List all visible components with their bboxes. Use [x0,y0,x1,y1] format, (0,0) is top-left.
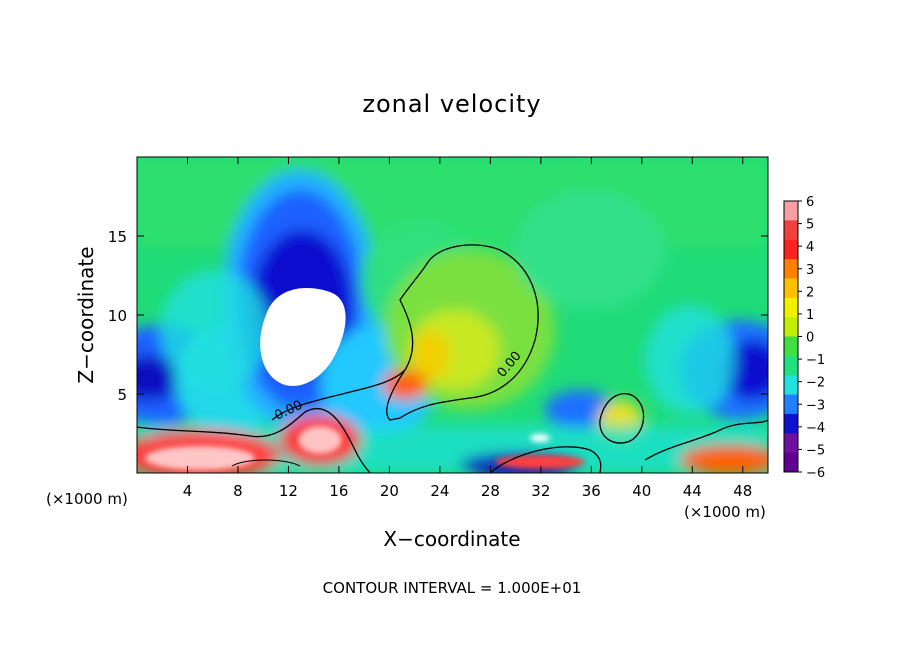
x-tick-label: 40 [632,482,651,500]
chart-title: zonal velocity [362,90,541,118]
colorbar-swatch [784,355,798,376]
y-tick-label: 10 [108,307,127,325]
colorbar-label: 6 [806,195,814,210]
colorbar-swatch [784,317,798,337]
colorbar-swatch [784,452,798,473]
colorbar-swatch [784,336,798,357]
colorbar-swatch [784,278,798,299]
x-tick-label: 44 [683,482,702,500]
x-axis-label: X−coordinate [383,527,520,551]
colorbar-label: −3 [806,398,825,413]
colorbar-label: 5 [806,218,814,233]
x-axis-ticks: 4 8 12 16 20 24 28 32 36 40 44 48 [183,157,752,500]
colorbar-label: −4 [806,421,825,436]
colorbar-swatch [784,375,798,396]
colorbar-swatch [784,394,798,415]
x-unit-label-right: (×1000 m) [684,503,766,521]
x-tick-label: 48 [733,482,752,500]
y-axis-label: Z−coordinate [74,246,98,383]
contour-interval-note: CONTOUR INTERVAL = 1.000E+01 [323,579,582,597]
colorbar: 6 5 4 3 2 1 0 −1 −2 −3 −4 −5 −6 [783,195,825,481]
colorbar-label: 4 [806,240,814,255]
x-tick-label: 4 [183,482,193,500]
x-unit-label-left: (×1000 m) [46,490,128,508]
x-tick-label: 20 [380,482,399,500]
x-tick-label: 12 [279,482,298,500]
y-tick-label: 5 [117,386,127,404]
colorbar-label: −5 [806,443,825,458]
colorbar-label: 0 [806,331,814,346]
x-tick-label: 36 [582,482,601,500]
x-tick-label: 16 [329,482,348,500]
x-tick-label: 24 [430,482,449,500]
colorbar-swatch [784,239,798,260]
colorbar-swatch [784,259,798,279]
velocity-field [137,157,768,473]
colorbar-label: 3 [806,263,814,278]
colorbar-swatch [784,220,798,241]
y-tick-label: 15 [108,228,127,246]
colorbar-swatch [784,201,798,221]
colorbar-label: −2 [806,376,825,391]
colorbar-label: −6 [806,466,825,481]
x-tick-label: 28 [481,482,500,500]
colorbar-swatch [784,297,798,318]
colorbar-label: 2 [806,285,814,300]
colorbar-swatch [784,413,798,434]
x-tick-label: 32 [531,482,550,500]
x-tick-label: 8 [233,482,243,500]
y-axis-ticks: 5 10 15 [108,228,768,404]
colorbar-swatch [784,433,798,454]
colorbar-label: 1 [806,308,814,323]
colorbar-label: −1 [806,353,825,368]
